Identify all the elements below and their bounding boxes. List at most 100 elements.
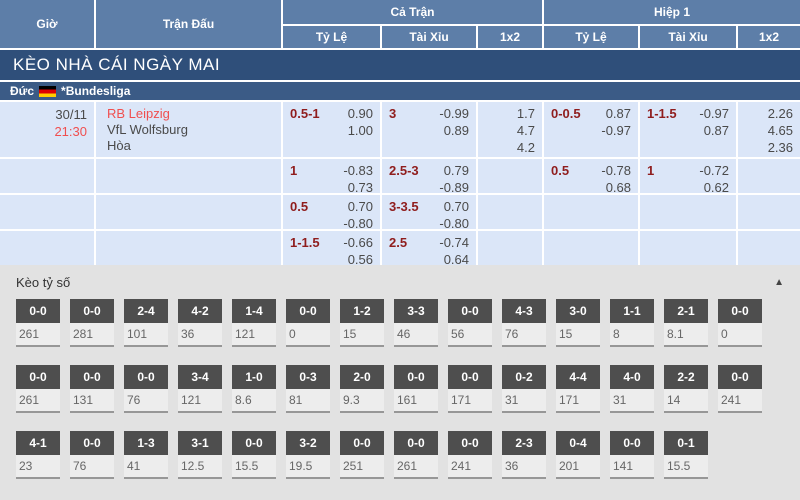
- score-odds-cell[interactable]: 0-0 76: [70, 431, 114, 479]
- score-odds-cell[interactable]: 0-3 81: [286, 365, 330, 413]
- score-odds-value: 101: [127, 327, 148, 341]
- score-odds-cell[interactable]: 2-2 14: [664, 365, 708, 413]
- league-row[interactable]: Đức *Bundesliga: [0, 82, 800, 100]
- score-odds-cell[interactable]: 0-0 261: [16, 365, 60, 413]
- score-odds-cell[interactable]: 1-2 15: [340, 299, 384, 347]
- score-rows: 0-0 261 0-0 281 2-4 101 4-2 36 1-4 121 0-0 0 1-2 15 3-…: [0, 299, 800, 479]
- score-odds-cell[interactable]: 1-4 121: [232, 299, 276, 347]
- score-odds-cell[interactable]: 1-1 8: [610, 299, 654, 347]
- score-row: 0-0 261 0-0 281 2-4 101 4-2 36 1-4 121 0-0 0 1-2 15 3-…: [0, 299, 800, 347]
- h1-overunder-cell-line: 1: [647, 163, 655, 178]
- ft-handicap-cell[interactable]: 0.5-1 0.90 1.00: [283, 102, 380, 157]
- score-odds-cell[interactable]: 0-0 251: [340, 431, 384, 479]
- score-odds-value: 76: [127, 393, 141, 407]
- away-team[interactable]: VfL Wolfsburg: [107, 122, 188, 137]
- score-label: 4-1: [16, 431, 60, 455]
- h1-1x2-cell-odd: 4.65: [767, 123, 793, 138]
- score-odds-cell[interactable]: 2-0 9.3: [340, 365, 384, 413]
- ft-overunder-cell-odds: 0.79 -0.89: [439, 162, 469, 193]
- draw-label[interactable]: Hòa: [107, 138, 131, 153]
- score-label: 4-2: [178, 299, 222, 323]
- ft-handicap-cell-odd: -0.80: [343, 216, 373, 229]
- h1-handicap-cell[interactable]: 0.5 -0.78 0.68: [544, 159, 638, 193]
- h1-overunder-cell[interactable]: 1-1.5 -0.97 0.87: [640, 102, 736, 157]
- score-odds-cell[interactable]: 3-1 12.5: [178, 431, 222, 479]
- ft-handicap-cell-odds: -0.66 0.56: [343, 234, 373, 265]
- score-odds-cell[interactable]: 3-0 15: [556, 299, 600, 347]
- score-odds-cell[interactable]: 0-0 131: [70, 365, 114, 413]
- score-label: 0-0: [16, 299, 60, 323]
- score-odds-value: 241: [451, 459, 472, 473]
- score-odds-cell[interactable]: 0-0 0: [286, 299, 330, 347]
- score-odds-cell[interactable]: 0-0 241: [448, 431, 492, 479]
- score-odds-cell[interactable]: 2-1 8.1: [664, 299, 708, 347]
- score-odds-cell[interactable]: 3-2 19.5: [286, 431, 330, 479]
- score-odds-cell[interactable]: 4-0 31: [610, 365, 654, 413]
- home-team[interactable]: RB Leipzig: [107, 106, 170, 121]
- score-odds-cell[interactable]: 0-0 261: [16, 299, 60, 347]
- ft-handicap-cell[interactable]: 0.5 0.70 -0.80: [283, 195, 380, 229]
- h1-1x2-cell[interactable]: 2.26 4.65 2.36: [738, 102, 800, 157]
- h1-overunder-cell[interactable]: 1 -0.72 0.62: [640, 159, 736, 193]
- score-label: 1-4: [232, 299, 276, 323]
- ft-overunder-cell[interactable]: 2.5-3 0.79 -0.89: [382, 159, 476, 193]
- score-odds-value: 76: [505, 327, 519, 341]
- score-odds-cell[interactable]: 0-1 15.5: [664, 431, 708, 479]
- score-odds-cell[interactable]: 0-0 261: [394, 431, 438, 479]
- score-odds-cell[interactable]: 0-0 141: [610, 431, 654, 479]
- score-label: 3-2: [286, 431, 330, 455]
- score-label: 0-0: [610, 431, 654, 455]
- ft-overunder-cell-line: 2.5: [389, 235, 408, 250]
- ft-overunder-cell[interactable]: 3-3.5 0.70 -0.80: [382, 195, 476, 229]
- ft-overunder-cell[interactable]: 3 -0.99 0.89: [382, 102, 476, 157]
- score-odds-value: 171: [559, 393, 580, 407]
- score-odds-cell[interactable]: 3-3 46: [394, 299, 438, 347]
- score-label: 0-1: [664, 431, 708, 455]
- score-label: 2-0: [340, 365, 384, 389]
- match-cell: [96, 195, 281, 229]
- ft-handicap-cell-line: 0.5-1: [290, 106, 320, 121]
- match-time: 21:30: [54, 124, 87, 139]
- score-odds-cell[interactable]: 0-0 161: [394, 365, 438, 413]
- ft-handicap-cell-odd: 0.90: [347, 106, 373, 121]
- score-odds-cell[interactable]: 4-3 76: [502, 299, 546, 347]
- score-odds-cell[interactable]: 4-1 23: [16, 431, 60, 479]
- score-odds-cell[interactable]: 0-0 0: [718, 299, 762, 347]
- ft-1x2-cell-odd: 4.7: [516, 123, 535, 138]
- score-odds-cell[interactable]: 0-4 201: [556, 431, 600, 479]
- score-odds-cell[interactable]: 0-0 171: [448, 365, 492, 413]
- h1-handicap-cell[interactable]: 0-0.5 0.87 -0.97: [544, 102, 638, 157]
- score-odds-cell[interactable]: 4-2 36: [178, 299, 222, 347]
- score-odds-cell[interactable]: 1-3 41: [124, 431, 168, 479]
- h1-1x2-cell-odd: 2.26: [767, 106, 793, 121]
- score-odds-cell[interactable]: 0-0 281: [70, 299, 114, 347]
- score-odds-value: 12.5: [181, 459, 205, 473]
- ft-handicap-cell[interactable]: 1-1.5 -0.66 0.56: [283, 231, 380, 265]
- ft-handicap-cell-odds: -0.83 0.73: [343, 162, 373, 193]
- ft-overunder-cell[interactable]: 2.5 -0.74 0.64: [382, 231, 476, 265]
- score-odds-value: 241: [721, 393, 742, 407]
- h1-1x2-cell-odd: 2.36: [767, 140, 793, 155]
- score-odds-cell[interactable]: 3-4 121: [178, 365, 222, 413]
- score-odds-cell[interactable]: 0-0 241: [718, 365, 762, 413]
- score-odds-cell[interactable]: 0-0 76: [124, 365, 168, 413]
- h1-1x2-cell: [738, 195, 800, 229]
- ft-overunder-cell-line: 3-3.5: [389, 199, 419, 214]
- score-odds-cell[interactable]: 0-0 56: [448, 299, 492, 347]
- score-odds-cell[interactable]: 2-3 36: [502, 431, 546, 479]
- time-cell: 30/11 21:30: [0, 102, 94, 157]
- ft-1x2-cell[interactable]: 1.7 4.7 4.2: [478, 102, 542, 157]
- score-label: 1-1: [610, 299, 654, 323]
- triangle-up-icon[interactable]: ▲: [774, 276, 784, 288]
- score-odds-cell[interactable]: 1-0 8.6: [232, 365, 276, 413]
- score-label: 0-0: [448, 365, 492, 389]
- score-odds-cell[interactable]: 0-2 31: [502, 365, 546, 413]
- score-odds-cell[interactable]: 0-0 15.5: [232, 431, 276, 479]
- score-odds-value: 261: [397, 459, 418, 473]
- score-label: 1-3: [124, 431, 168, 455]
- score-label: 0-0: [718, 365, 762, 389]
- ft-handicap-cell[interactable]: 1 -0.83 0.73: [283, 159, 380, 193]
- score-odds-cell[interactable]: 2-4 101: [124, 299, 168, 347]
- header-ft-1x2: 1x2: [478, 26, 542, 48]
- score-odds-cell[interactable]: 4-4 171: [556, 365, 600, 413]
